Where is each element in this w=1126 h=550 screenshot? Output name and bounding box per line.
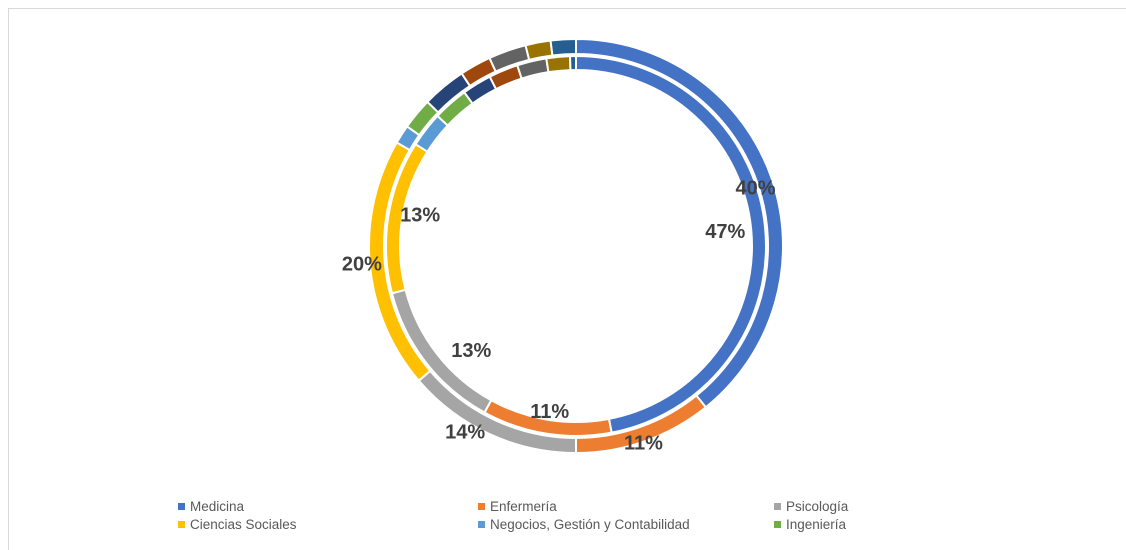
inner-label-3: 13% [400, 205, 440, 227]
outer-slice-9 [524, 39, 554, 62]
legend-label: Negocios, Gestión y Contabilidad [490, 517, 690, 532]
inner-label-1: 11% [530, 401, 569, 423]
legend: Medicina Enfermería Psicología Ciencias Soc… [0, 496, 1126, 546]
legend-label: Psicología [786, 499, 849, 514]
outer-label-1: 11% [624, 433, 663, 455]
legend-label: Ingeniería [786, 517, 847, 532]
doughnut-chart: 40% 11% 14% 20% 47% 11% 13% 13% [342, 37, 784, 455]
legend-label: Ciencias Sociales [190, 517, 297, 532]
outer-label-2: 14% [445, 421, 485, 443]
legend-swatch [178, 521, 185, 528]
outer-ring [368, 37, 784, 455]
legend-swatch [774, 521, 781, 528]
legend-swatch [178, 503, 185, 510]
inner-ring [385, 54, 767, 437]
legend-swatch [478, 521, 485, 528]
outer-label-3: 20% [342, 254, 382, 276]
legend-item-0: Medicina [178, 499, 244, 514]
legend-item-1: Enfermería [478, 499, 557, 514]
data-labels: 40% 11% 14% 20% 47% 11% 13% 13% [342, 178, 776, 455]
inner-label-0: 47% [705, 221, 745, 243]
outer-label-0: 40% [735, 178, 775, 200]
legend-item-3: Ciencias Sociales [178, 517, 297, 532]
legend-label: Medicina [190, 499, 245, 514]
inner-slice-9 [545, 55, 572, 74]
legend-swatch [774, 503, 781, 510]
inner-label-2: 13% [451, 340, 491, 362]
legend-swatch [478, 503, 485, 510]
legend-item-4: Negocios, Gestión y Contabilidad [478, 517, 690, 532]
inner-slice-10 [568, 54, 577, 72]
chart-area [8, 8, 1126, 550]
legend-label: Enfermería [490, 499, 557, 514]
legend-item-2: Psicología [774, 499, 848, 514]
outer-slice-10 [549, 37, 577, 57]
legend-item-5: Ingeniería [774, 517, 846, 532]
